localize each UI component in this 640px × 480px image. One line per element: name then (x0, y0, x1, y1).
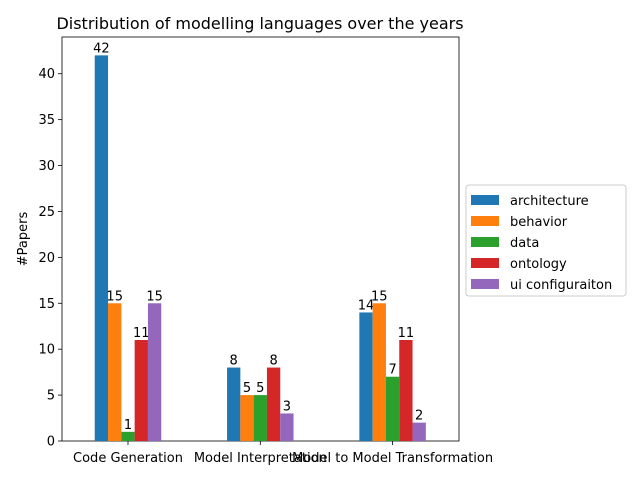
legend-label: ui configuraiton (510, 278, 612, 293)
y-tick-label: 5 (47, 389, 55, 404)
bar-value-label: 3 (283, 399, 291, 414)
bar-ontology (399, 340, 413, 441)
y-axis-label: #Papers (16, 212, 31, 267)
bar-ontology (266, 367, 281, 441)
bar-value-label: 2 (415, 409, 423, 424)
bar-value-label: 15 (371, 289, 388, 304)
bar-value-label: 11 (398, 326, 415, 341)
y-tick-label: 35 (38, 113, 55, 128)
legend-label: behavior (510, 215, 568, 230)
bar-value-label: 15 (146, 289, 163, 304)
bar-architecture (227, 367, 241, 441)
bar-data (121, 431, 135, 441)
legend-swatch (471, 258, 499, 268)
legend: architecture behavior data ontology ui confi… (465, 184, 627, 297)
chart-title: Distribution of modelling languages over… (56, 14, 463, 33)
bar-value-label: 42 (93, 41, 110, 56)
y-tick-label: 40 (38, 67, 55, 82)
bar-value-label: 15 (106, 289, 123, 304)
legend-swatch (471, 216, 499, 226)
x-tick-label: Model to Model Transformation (292, 451, 493, 466)
bar-value-label: 5 (256, 381, 264, 396)
y-tick-label: 20 (38, 251, 55, 266)
bar-behavior (240, 395, 254, 441)
legend-label: data (510, 236, 539, 251)
bar-behavior (108, 303, 122, 441)
legend-swatch (471, 195, 499, 205)
bar-ontology (134, 340, 148, 441)
bar-value-label: 5 (243, 381, 251, 396)
y-tick-label: 10 (38, 343, 55, 358)
y-tick-label: 0 (47, 435, 55, 450)
bar-value-label: 7 (388, 363, 396, 378)
bar-value-label: 1 (124, 418, 132, 433)
x-tick-label: Code Generation (73, 451, 183, 466)
legend-label: ontology (510, 257, 567, 272)
legend-label: architecture (510, 194, 589, 209)
y-tick-label: 30 (38, 159, 55, 174)
bar-value-label: 8 (230, 354, 238, 369)
x-tick-label: Model Interpretation (194, 451, 327, 466)
bar-ui-configuraiton (280, 413, 294, 441)
legend-box (465, 184, 627, 297)
bar-architecture (359, 312, 373, 441)
bar-value-label: 11 (133, 326, 150, 341)
bar-value-label: 14 (358, 298, 375, 313)
bar-data (385, 376, 400, 441)
bar-ui-configuraiton (412, 422, 426, 441)
bar-behavior (372, 303, 386, 441)
y-tick-label: 25 (38, 205, 55, 220)
bar-architecture (94, 55, 109, 441)
legend-swatch (471, 279, 499, 289)
legend-swatch (471, 237, 499, 247)
y-tick-label: 15 (38, 297, 55, 312)
bar-value-label: 8 (269, 354, 277, 369)
bar-data (253, 395, 267, 441)
bar-ui-configuraiton (147, 303, 162, 441)
